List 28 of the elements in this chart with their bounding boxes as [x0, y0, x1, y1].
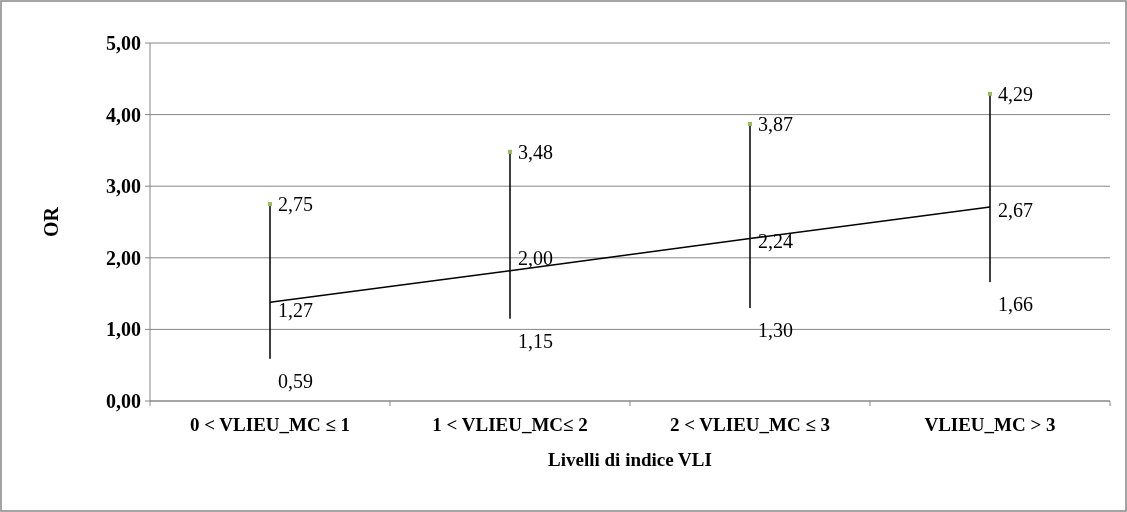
annotation: 1,15: [518, 329, 553, 352]
y-tick-label: 1,00: [106, 318, 141, 341]
data-label: 3,87: [758, 112, 793, 135]
y-axis-title: OR: [40, 206, 62, 237]
x-axis-title: Livelli di indice VLI: [548, 449, 712, 470]
y-tick-label: 4,00: [106, 103, 141, 126]
x-tick-label: 1 < VLIEU_MC≤ 2: [432, 414, 588, 435]
point: [748, 121, 752, 126]
data-label: 4,29: [998, 82, 1033, 105]
annotation: 1,66: [998, 293, 1033, 316]
data-label: 2,75: [278, 193, 313, 216]
x-tick-label: VLIEU_MC > 3: [924, 414, 1056, 435]
annotation: 2,24: [758, 229, 793, 252]
data-label: 3,48: [518, 140, 553, 163]
point: [508, 149, 512, 154]
annotation: 1,30: [758, 318, 793, 341]
y-tick-label: 0,00: [106, 390, 141, 412]
x-tick-label: 0 < VLIEU_MC ≤ 1: [189, 414, 351, 435]
annotation: 0,59: [278, 369, 313, 392]
point: [268, 202, 272, 207]
y-tick-label: 3,00: [106, 175, 141, 198]
x-tick-label: 2 < VLIEU_MC ≤ 3: [669, 414, 831, 435]
y-tick-label: 2,00: [106, 246, 141, 269]
annotation: 1,27: [278, 299, 313, 322]
point: [988, 91, 992, 96]
annotation: 2,67: [998, 198, 1033, 221]
y-tick-label: 5,00: [106, 32, 141, 54]
annotation: 2,00: [518, 246, 553, 269]
